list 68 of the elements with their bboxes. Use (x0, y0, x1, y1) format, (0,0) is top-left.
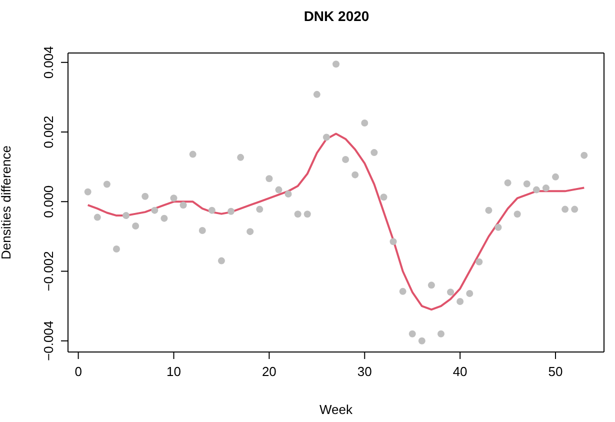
x-tick-label: 10 (166, 364, 181, 380)
y-axis-title: Densities difference (0, 146, 14, 260)
point (284, 190, 292, 198)
point (485, 206, 492, 214)
point (523, 180, 530, 188)
x-tick-label: 40 (452, 364, 468, 380)
point (322, 134, 330, 141)
point (390, 238, 397, 246)
point (218, 257, 225, 264)
point (504, 179, 512, 186)
line-series (86, 132, 586, 311)
chart-title: DNK 2020 (302, 8, 370, 24)
point (103, 180, 110, 188)
point (418, 337, 426, 344)
point (352, 171, 359, 178)
point (170, 194, 178, 202)
point (361, 119, 368, 126)
point (571, 206, 578, 213)
point (342, 156, 350, 164)
point (275, 186, 282, 194)
point (189, 150, 196, 158)
x-tick-label: 30 (357, 364, 372, 380)
point (552, 173, 560, 180)
point (476, 258, 483, 266)
point (456, 298, 464, 306)
x-tick-label: 50 (548, 364, 563, 380)
y-tick-label: −0.004 (41, 320, 56, 361)
point (399, 288, 406, 295)
point (246, 228, 254, 236)
point (180, 202, 187, 209)
point (208, 206, 216, 214)
point (494, 224, 502, 231)
y-tick-label: 0.000 (41, 185, 56, 218)
point (198, 227, 206, 234)
point (112, 245, 120, 252)
point (256, 206, 264, 213)
point (122, 212, 130, 220)
point (447, 288, 454, 296)
point (228, 208, 235, 215)
point (380, 194, 388, 201)
point (294, 210, 302, 218)
point (580, 152, 588, 159)
point (532, 186, 540, 194)
point (562, 206, 569, 213)
point (266, 175, 273, 182)
point (437, 330, 444, 338)
x-tick-label: 0 (74, 364, 82, 380)
y-tick-label: −0.002 (41, 251, 56, 292)
point (313, 90, 320, 98)
point (542, 184, 550, 192)
point (151, 206, 158, 214)
point (237, 154, 244, 161)
point (466, 290, 474, 298)
point (428, 282, 435, 289)
point (304, 210, 311, 218)
x-axis-title: Week (320, 402, 353, 417)
y-tick-label: 0.004 (41, 46, 56, 79)
x-tick-label: 20 (262, 364, 276, 380)
point (84, 188, 92, 196)
point (142, 192, 149, 200)
point (332, 60, 340, 68)
point (370, 149, 378, 156)
point (160, 214, 168, 222)
y-tick-label: 0.002 (41, 116, 56, 148)
point (408, 330, 416, 338)
point (514, 210, 521, 218)
point (132, 222, 140, 230)
point (94, 214, 101, 221)
